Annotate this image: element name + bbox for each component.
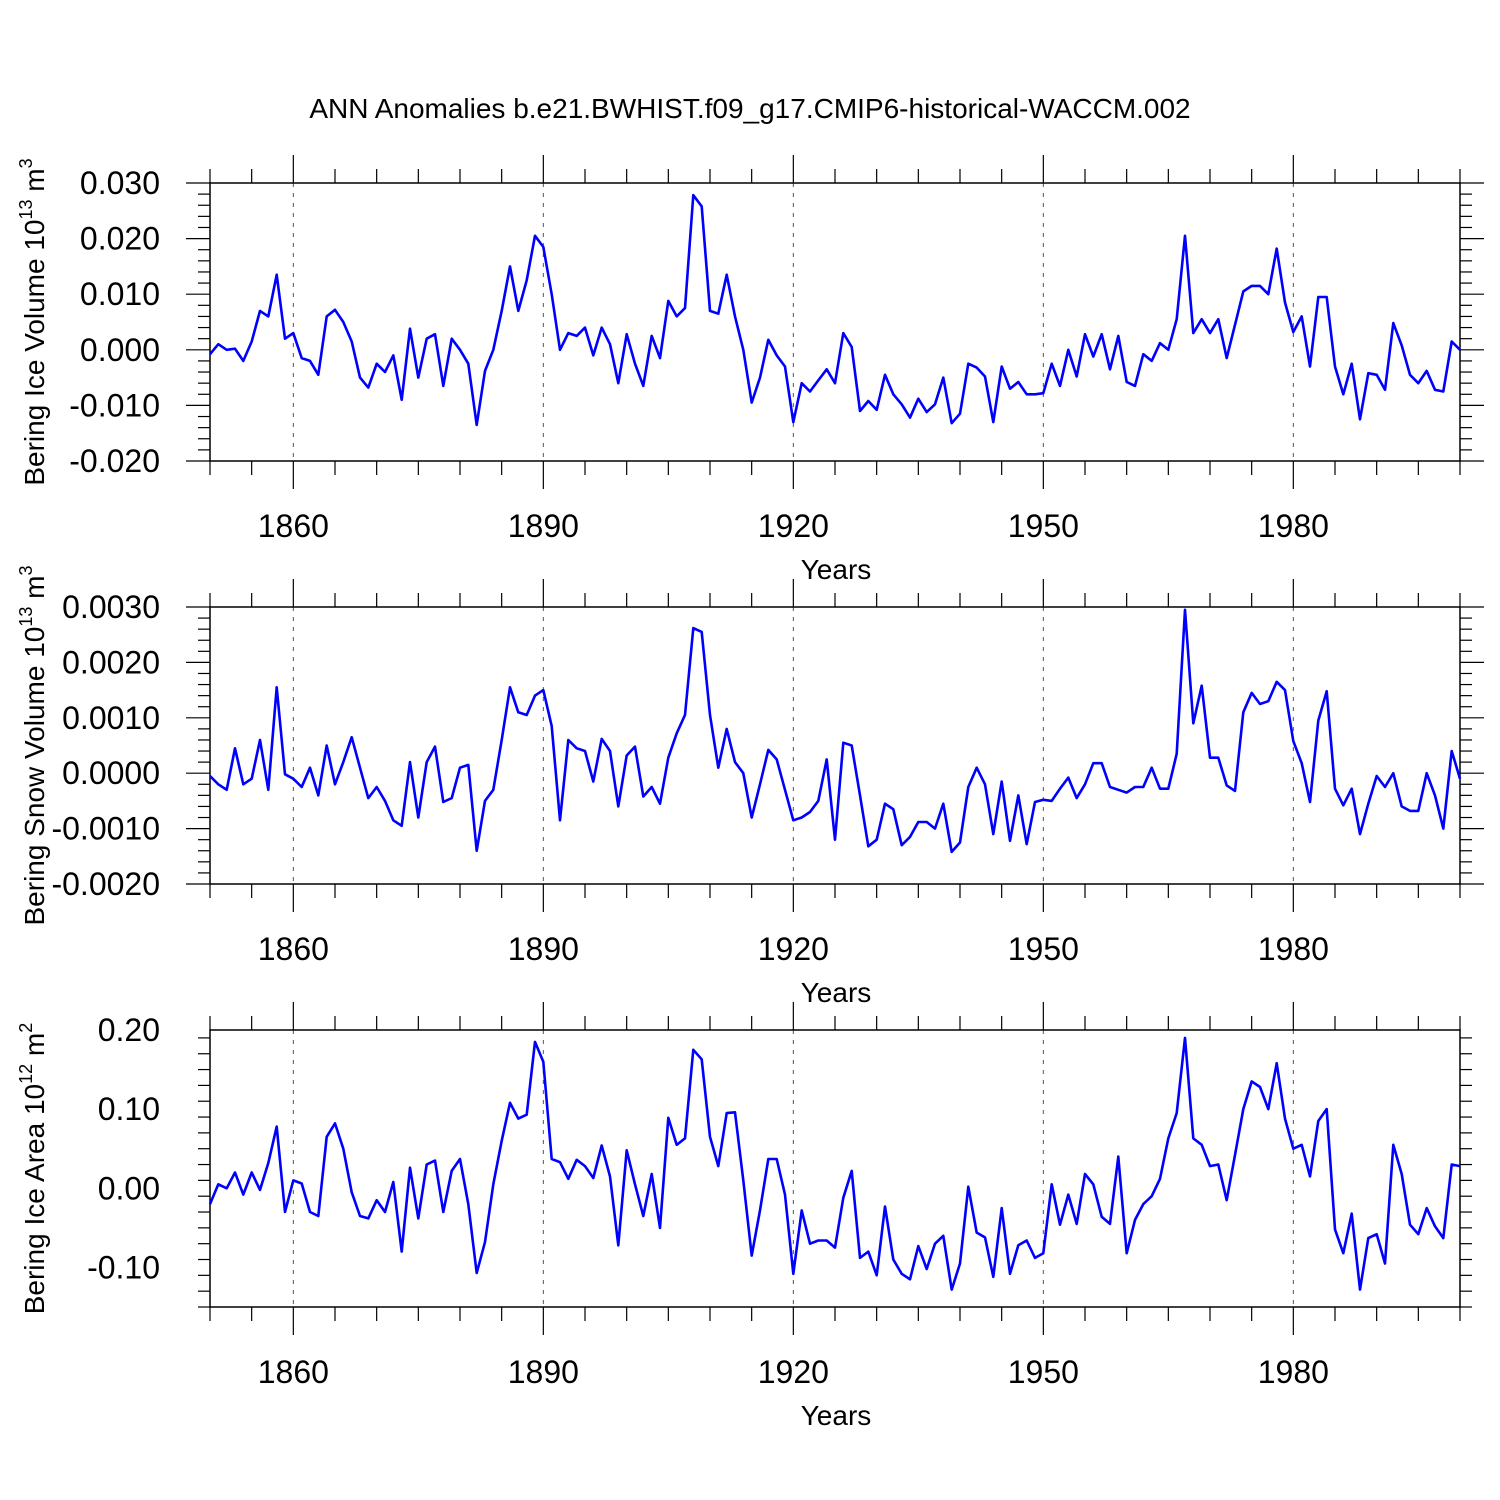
data-series-line: [209, 608, 1462, 854]
x-tick-label: 1980: [1258, 931, 1329, 967]
x-tick-label: 1860: [258, 508, 329, 544]
data-series-line: [208, 1036, 1461, 1291]
chart-panel-2: -0.0020 -0.0010 0.0000 0.0010 0.0020 0.0030 18…: [16, 565, 1484, 1008]
x-tick-label: 1980: [1258, 508, 1329, 544]
x-tick-label: 1920: [758, 1354, 829, 1390]
data-series-line: [208, 193, 1461, 427]
y-tick-label: -0.10: [87, 1249, 160, 1285]
y-tick-label: -0.0020: [51, 866, 160, 902]
y-tick-label: 0.10: [98, 1091, 160, 1127]
y-tick-label: 0.0020: [62, 644, 160, 680]
chart-panel-3: -0.10 0.00 0.10 0.20 1860 1890 1920 1950 1980 Yea…: [16, 1002, 1472, 1431]
y-tick-label: -0.020: [69, 443, 160, 479]
y-tick-label: 0.0000: [62, 755, 160, 791]
x-axis-title: Years: [801, 554, 872, 585]
x-tick-label: 1890: [508, 931, 579, 967]
y-tick-label: 0.0010: [62, 700, 160, 736]
plot-frame: [209, 1029, 1461, 1308]
x-tick-label: 1920: [758, 508, 829, 544]
x-axis-title: Years: [801, 1400, 872, 1431]
x-tick-label: 1890: [508, 508, 579, 544]
x-tick-label: 1950: [1008, 1354, 1079, 1390]
chart-title: ANN Anomalies b.e21.BWHIST.f09_g17.CMIP6…: [309, 93, 1190, 124]
y-tick-label: 0.20: [98, 1012, 160, 1048]
x-tick-label: 1980: [1258, 1354, 1329, 1390]
x-tick-label: 1860: [258, 1354, 329, 1390]
y-axis-title: Bering Ice Volume 1013 m3: [16, 158, 50, 485]
x-tick-label: 1920: [758, 931, 829, 967]
chart-panels: -0.020 -0.010 0.000 0.010 0.020 0.030 1860 1890…: [16, 155, 1484, 1431]
y-axis-title: Bering Snow Volume 1013 m3: [16, 565, 50, 925]
x-tick-label: 1890: [508, 1354, 579, 1390]
y-tick-label: -0.010: [69, 387, 160, 423]
x-axis-title: Years: [801, 977, 872, 1008]
y-axis-title: Bering Ice Area 1012 m2: [16, 1023, 50, 1315]
plot-frame: [209, 182, 1461, 462]
y-tick-label: 0.0030: [62, 589, 160, 625]
y-tick-label: 0.010: [80, 276, 160, 312]
y-tick-label: -0.0010: [51, 811, 160, 847]
y-tick-label: 0.020: [80, 221, 160, 257]
y-tick-label: 0.000: [80, 332, 160, 368]
x-tick-label: 1950: [1008, 508, 1079, 544]
y-tick-label: 0.00: [98, 1170, 160, 1206]
plot-frame: [209, 606, 1461, 885]
x-tick-label: 1860: [258, 931, 329, 967]
y-tick-label: 0.030: [80, 165, 160, 201]
chart-panel-1: -0.020 -0.010 0.000 0.010 0.020 0.030 1860 1890…: [16, 155, 1484, 585]
x-tick-label: 1950: [1008, 931, 1079, 967]
